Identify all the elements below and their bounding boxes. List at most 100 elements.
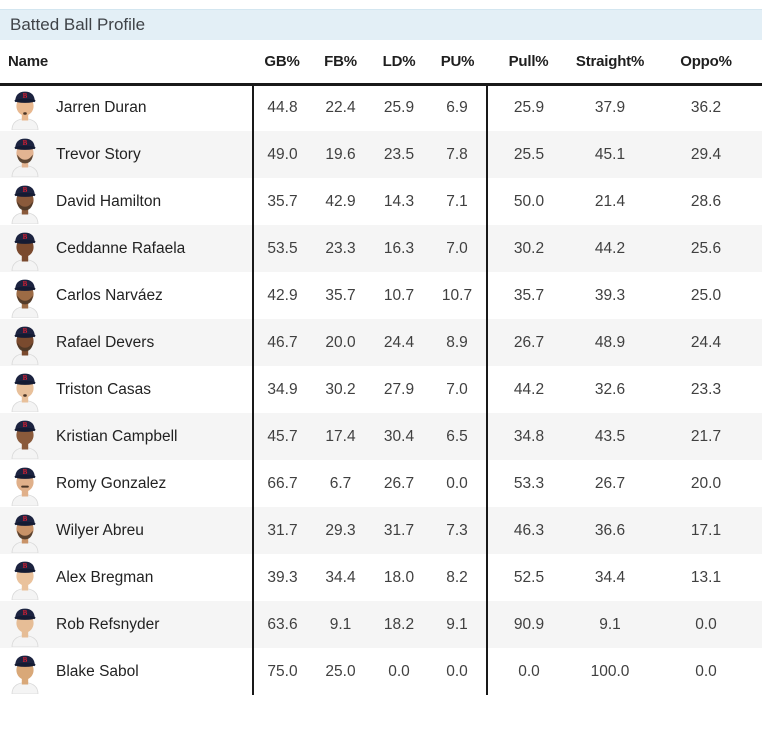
cap-logo-b: B xyxy=(23,280,28,288)
cap-logo-b: B xyxy=(23,139,28,147)
pull-value-cell: 35.7 xyxy=(486,272,570,319)
pull-value-cell: 34.8 xyxy=(486,413,570,460)
ld-value-cell: 31.7 xyxy=(383,521,415,539)
oppo-value-cell: 0.0 xyxy=(695,615,717,633)
oppo-value-cell: 25.0 xyxy=(690,286,722,304)
player-name-cell[interactable]: B Rafael Devers xyxy=(0,319,253,366)
table-row: B Ceddanne Rafaela 53.5 23.3 16.3 7.0 30.2 44… xyxy=(0,225,762,272)
column-header-pull[interactable]: Pull% xyxy=(487,40,570,84)
player-name-cell[interactable]: B Ceddanne Rafaela xyxy=(0,225,253,272)
straight-value-cell: 100.0 xyxy=(590,662,630,680)
player-name-wrap: B Wilyer Abreu xyxy=(0,509,252,553)
pu-value-cell: 9.1 xyxy=(446,615,468,633)
player-name-wrap: B David Hamilton xyxy=(0,180,252,224)
player-name: Kristian Campbell xyxy=(56,427,178,445)
table-row: B Kristian Campbell 45.7 17.4 30.4 6.5 34.8 4… xyxy=(0,413,762,460)
straight-value-cell: 37.9 xyxy=(594,99,626,117)
player-name-cell[interactable]: B Triston Casas xyxy=(0,366,253,413)
player-headshot-avatar: B xyxy=(11,655,39,694)
fb-value-cell: 22.4 xyxy=(325,99,356,117)
player-headshot-avatar: B xyxy=(11,608,39,647)
column-header-straight[interactable]: Straight% xyxy=(570,40,650,84)
player-name-cell[interactable]: B Romy Gonzalez xyxy=(0,460,253,507)
fb-value-cell: 34.4 xyxy=(325,568,356,586)
oppo-value-cell: 0.0 xyxy=(695,662,717,680)
player-name: Rob Refsnyder xyxy=(56,615,160,633)
ld-value-cell: 26.7 xyxy=(383,474,415,492)
fb-value-cell: 25.0 xyxy=(325,662,356,680)
player-headshot-avatar: B xyxy=(11,279,39,318)
column-header-ld[interactable]: LD% xyxy=(370,40,428,84)
player-name-wrap: B Romy Gonzalez xyxy=(0,462,252,506)
player-name-cell[interactable]: B Jarren Duran xyxy=(0,84,253,131)
ld-value-cell: 14.3 xyxy=(383,192,415,210)
straight-value-cell: 9.1 xyxy=(599,615,621,633)
column-header-oppo[interactable]: Oppo% xyxy=(650,40,762,84)
player-name-cell[interactable]: B Wilyer Abreu xyxy=(0,507,253,554)
player-name: Jarren Duran xyxy=(56,99,147,117)
cap-logo-b: B xyxy=(23,421,28,429)
player-name: David Hamilton xyxy=(56,192,162,210)
ld-value-cell: 27.9 xyxy=(383,380,415,398)
gb-value-cell: 42.9 xyxy=(252,272,311,319)
player-name-cell[interactable]: B Carlos Narváez xyxy=(0,272,253,319)
pu-value-cell: 7.1 xyxy=(446,192,468,210)
section-title-bar: Batted Ball Profile xyxy=(0,9,762,40)
pu-value-cell: 0.0 xyxy=(446,474,468,492)
pu-value-cell: 0.0 xyxy=(446,662,468,680)
player-name-cell[interactable]: B Rob Refsnyder xyxy=(0,601,253,648)
straight-value-cell: 43.5 xyxy=(594,427,626,445)
gb-value-cell: 34.9 xyxy=(252,366,311,413)
oppo-value-cell: 21.7 xyxy=(690,427,722,445)
pull-value-cell: 0.0 xyxy=(486,648,570,695)
pull-value-cell: 30.2 xyxy=(486,225,570,272)
player-name-cell[interactable]: B David Hamilton xyxy=(0,178,253,225)
cap-logo-b: B xyxy=(23,186,28,194)
fb-value-cell: 6.7 xyxy=(329,474,352,492)
player-name-cell[interactable]: B Alex Bregman xyxy=(0,554,253,601)
player-name-wrap: B Trevor Story xyxy=(0,133,252,177)
fb-value-cell: 20.0 xyxy=(325,333,356,351)
pull-value-cell: 50.0 xyxy=(486,178,570,225)
pu-value-cell: 10.7 xyxy=(441,286,473,304)
player-name-wrap: B Triston Casas xyxy=(0,368,252,412)
table-row: B David Hamilton 35.7 42.9 14.3 7.1 50.0 21.4… xyxy=(0,178,762,225)
pu-value-cell: 7.3 xyxy=(446,521,468,539)
fb-value-cell: 9.1 xyxy=(329,615,352,633)
player-name: Carlos Narváez xyxy=(56,286,163,304)
column-header-pu[interactable]: PU% xyxy=(428,40,487,84)
pull-value-cell: 53.3 xyxy=(486,460,570,507)
player-headshot-avatar: B xyxy=(11,561,39,600)
oppo-value-cell: 25.6 xyxy=(690,239,722,257)
player-headshot-avatar: B xyxy=(11,138,39,177)
column-header-gb[interactable]: GB% xyxy=(253,40,311,84)
player-name-cell[interactable]: B Blake Sabol xyxy=(0,648,253,695)
pu-value-cell: 8.2 xyxy=(446,568,468,586)
gb-value-cell: 35.7 xyxy=(252,178,311,225)
gb-value-cell: 66.7 xyxy=(252,460,311,507)
gb-value-cell: 49.0 xyxy=(252,131,311,178)
straight-value-cell: 36.6 xyxy=(594,521,626,539)
player-name-wrap: B Carlos Narváez xyxy=(0,274,252,318)
player-name-cell[interactable]: B Kristian Campbell xyxy=(0,413,253,460)
gb-value-cell: 63.6 xyxy=(252,601,311,648)
batted-ball-table: Name GB% FB% LD% PU% Pull% Straight% Oppo% B Ja… xyxy=(0,40,762,695)
player-headshot-avatar: B xyxy=(11,373,39,412)
pu-value-cell: 7.8 xyxy=(446,145,468,163)
player-name: Rafael Devers xyxy=(56,333,155,351)
fb-value-cell: 23.3 xyxy=(325,239,356,257)
player-headshot-avatar: B xyxy=(11,91,39,131)
gb-value-cell: 53.5 xyxy=(252,225,311,272)
table-row: B Rob Refsnyder 63.6 9.1 18.2 9.1 90.9 9.1 0.0 xyxy=(0,601,762,648)
column-header-fb[interactable]: FB% xyxy=(311,40,370,84)
player-name-cell[interactable]: B Trevor Story xyxy=(0,131,253,178)
pull-value-cell: 44.2 xyxy=(486,366,570,413)
straight-value-cell: 26.7 xyxy=(594,474,626,492)
table-row: B Jarren Duran 44.8 22.4 25.9 6.9 25.9 37.9 36… xyxy=(0,84,762,131)
pu-value-cell: 7.0 xyxy=(446,239,468,257)
cap-logo-b: B xyxy=(23,374,28,382)
column-header-name[interactable]: Name xyxy=(0,40,253,84)
player-headshot-avatar: B xyxy=(11,467,39,506)
ld-value-cell: 18.2 xyxy=(383,615,415,633)
player-name: Triston Casas xyxy=(56,380,152,398)
